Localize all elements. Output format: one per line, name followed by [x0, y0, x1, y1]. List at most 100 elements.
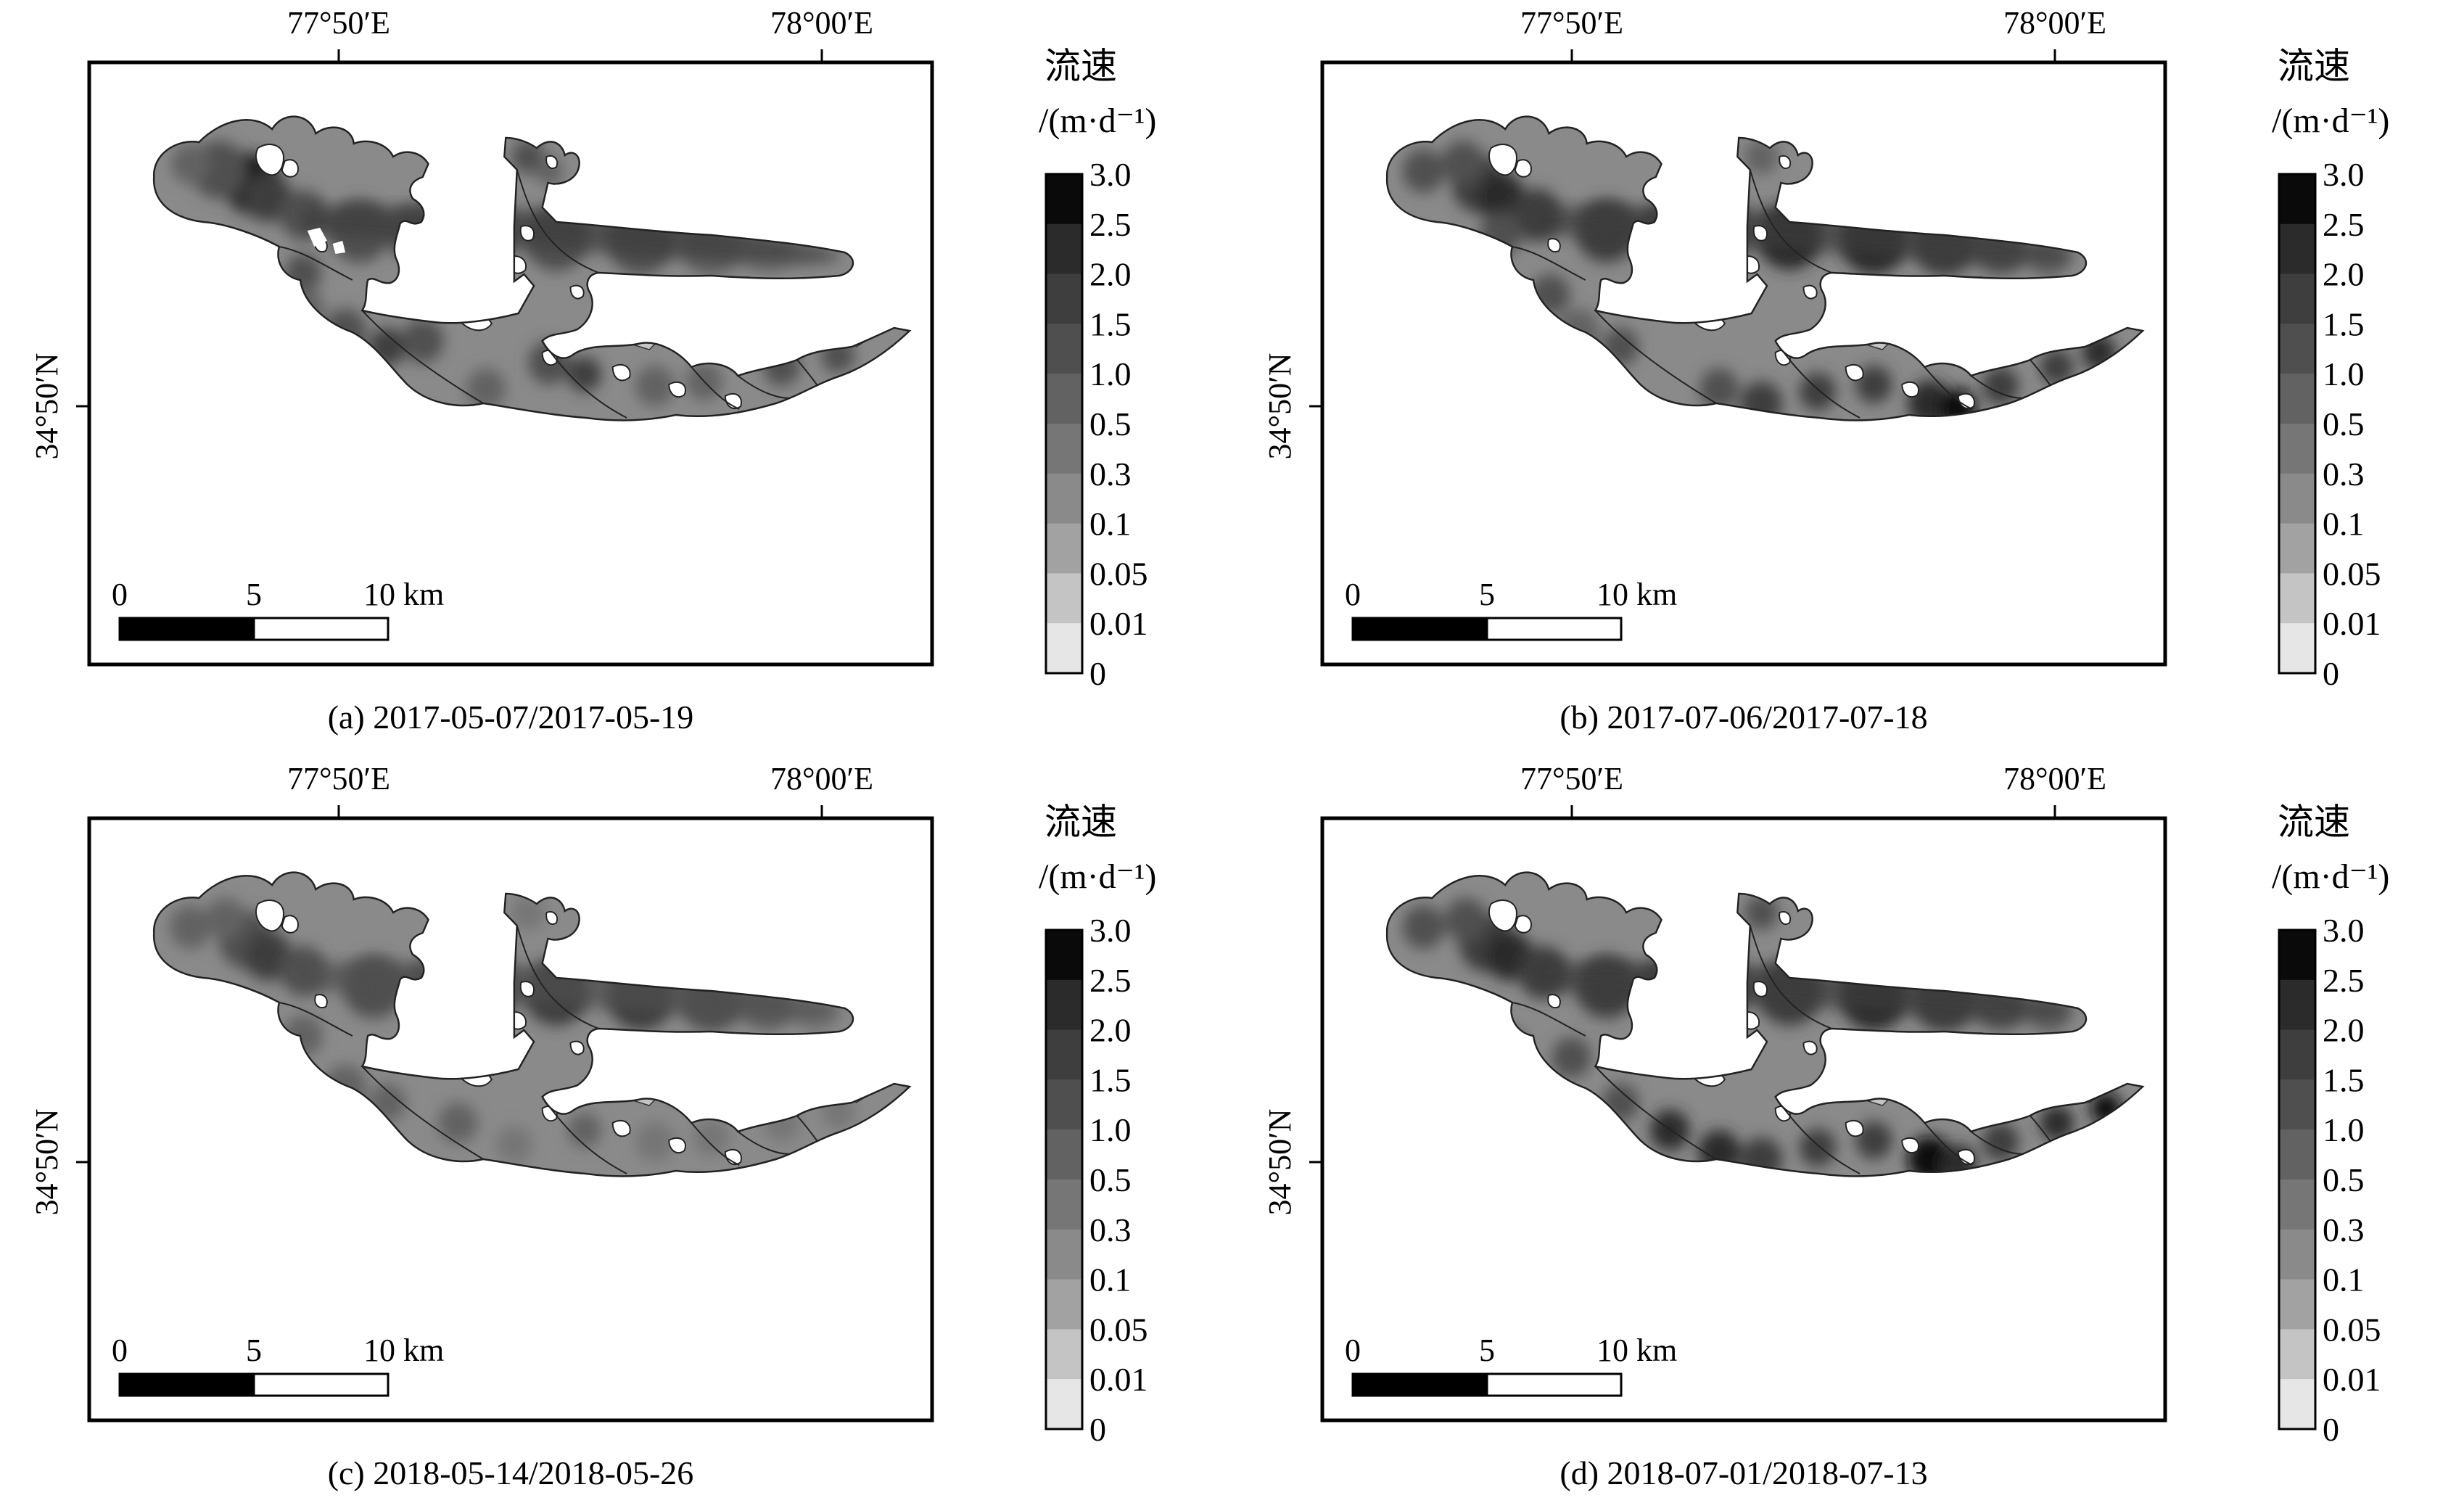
- scale-bar-label: 5: [246, 577, 262, 612]
- flow-unit-boundary: [516, 169, 599, 273]
- flow-unit-boundary: [279, 1002, 353, 1037]
- lat-tick-label: 34°50′N: [1262, 353, 1298, 460]
- legend-label: 2.5: [1089, 206, 1132, 243]
- lat-tick-label: 34°50′N: [29, 1109, 65, 1216]
- velocity-patch: [1552, 1037, 1591, 1078]
- velocity-patch: [635, 366, 675, 406]
- no-data-patch: [332, 241, 346, 254]
- velocity-patch: [567, 357, 602, 392]
- legend-label: 2.0: [2323, 1012, 2365, 1049]
- legend-swatch: [1046, 573, 1082, 624]
- legend-title: 流速: [1044, 802, 1117, 842]
- legend-swatch: [1046, 979, 1082, 1031]
- scale-bar-label: 10 km: [1596, 1333, 1677, 1368]
- legend-label: 0: [1089, 655, 1106, 692]
- legend-label: 0.01: [1089, 1361, 1148, 1398]
- scale-bar-label: 0: [112, 1333, 128, 1368]
- scale-bar-label: 0: [112, 577, 128, 612]
- legend-swatch: [2279, 1129, 2315, 1180]
- glacier-outline: [153, 871, 912, 1177]
- legend-swatch: [2279, 473, 2315, 524]
- scale-bar-label: 10 km: [1596, 577, 1677, 612]
- legend-swatch: [2279, 1279, 2315, 1330]
- flow-unit-boundary: [516, 925, 599, 1029]
- nunatak-outline: [668, 1137, 686, 1154]
- glacier-surface: [154, 872, 910, 1177]
- lon-tick-label: 77°50′E: [287, 761, 390, 796]
- legend-label: 0.05: [1089, 1311, 1148, 1348]
- velocity-patch: [693, 1119, 730, 1156]
- glacier-surface: [154, 116, 910, 421]
- legend-swatch: [2279, 523, 2315, 574]
- legend-label: 2.0: [2323, 256, 2365, 293]
- legend-label: 0.3: [1089, 1211, 1132, 1248]
- legend-swatch: [1046, 523, 1082, 574]
- scale-bar-label: 10 km: [363, 577, 444, 612]
- nunatak-outline: [255, 899, 284, 932]
- scale-bar-label: 10 km: [363, 1333, 444, 1368]
- map-frame: [87, 60, 934, 667]
- no-data-patch: [307, 228, 327, 247]
- nunatak-outline: [1845, 363, 1864, 382]
- flow-unit-boundary: [279, 246, 353, 281]
- nunatak-outline: [1779, 911, 1791, 926]
- flow-unit-boundary: [1594, 1066, 1717, 1160]
- lon-tick-label: 78°00′E: [770, 5, 873, 41]
- flow-unit-boundary: [1924, 366, 1973, 410]
- lon-tick-label: 78°00′E: [770, 761, 873, 796]
- legend-swatch: [1046, 324, 1082, 374]
- flow-unit-boundary: [691, 1122, 740, 1166]
- velocity-patch: [1982, 1123, 2019, 1161]
- legend-swatch: [1046, 223, 1082, 275]
- scale-bar-black: [120, 1374, 254, 1396]
- nunatak-outline: [1901, 1137, 1919, 1154]
- flow-unit-boundary: [691, 366, 740, 410]
- legend-swatch: [2279, 1179, 2315, 1230]
- velocity-patch: [1441, 141, 1485, 184]
- legend-label: 0.05: [2323, 1311, 2381, 1348]
- legend-swatch: [1046, 374, 1082, 424]
- velocity-patch: [1799, 373, 1837, 411]
- nunatak-outline: [1514, 159, 1532, 178]
- map-frame: [87, 816, 934, 1423]
- legend-label: 2.0: [1089, 256, 1132, 293]
- legend-label: 0.05: [1089, 555, 1148, 592]
- legend-unit: /(m·d⁻¹): [2272, 102, 2389, 140]
- scale-bar-frame: [118, 617, 390, 641]
- map-svg: 77°50′E 78°00′E 34°50′N 0 5 10 km 流速 /(m·d⁻¹) 3.…: [29, 761, 1156, 1491]
- legend-frame: [1044, 173, 1084, 675]
- legend-title: 流速: [2278, 46, 2350, 86]
- nunatak-outline: [1957, 1148, 1975, 1166]
- legend-label: 1.5: [2323, 1061, 2365, 1098]
- nunatak-outline: [1514, 915, 1532, 934]
- nunatak-outline: [545, 911, 558, 926]
- legend-title: 流速: [2278, 802, 2350, 842]
- legend-unit: /(m·d⁻¹): [2272, 857, 2389, 896]
- scale-bar-black: [1353, 618, 1487, 640]
- legend-label: 0.5: [2323, 405, 2365, 442]
- legend-label: 0.01: [2323, 605, 2381, 642]
- velocity-patch: [1982, 367, 2019, 405]
- nunatak-outline: [724, 392, 742, 410]
- velocity-patch: [1402, 905, 1445, 949]
- scale-bar-white: [252, 1372, 390, 1397]
- nunatak-outline: [1547, 238, 1561, 252]
- legend-label: 1.0: [2323, 1111, 2365, 1148]
- lon-tick-label: 78°00′E: [2003, 5, 2106, 41]
- velocity-patch: [169, 905, 212, 949]
- velocity-patch: [567, 1113, 602, 1148]
- nunatak-outline: [1488, 899, 1517, 932]
- legend-swatch: [1046, 623, 1082, 674]
- flow-unit-boundary: [1594, 310, 1717, 404]
- panel-caption: (c) 2018-05-14/2018-05-26: [328, 1454, 694, 1491]
- legend-label: 2.5: [1089, 962, 1132, 999]
- legend-swatch: [1046, 1079, 1082, 1130]
- scale-bar-label: 5: [1479, 577, 1495, 612]
- legend-swatch: [1046, 1029, 1082, 1080]
- legend-swatch: [1046, 1379, 1082, 1430]
- map-svg: 77°50′E 78°00′E 34°50′N 0 5 10 km 流速 /(m·d⁻¹) 3.…: [1262, 761, 2389, 1491]
- legend-label: 1.5: [2323, 305, 2365, 342]
- legend-swatch: [1046, 930, 1082, 981]
- lon-tick-label: 77°50′E: [1520, 5, 1623, 41]
- lat-tick-label: 34°50′N: [29, 353, 65, 460]
